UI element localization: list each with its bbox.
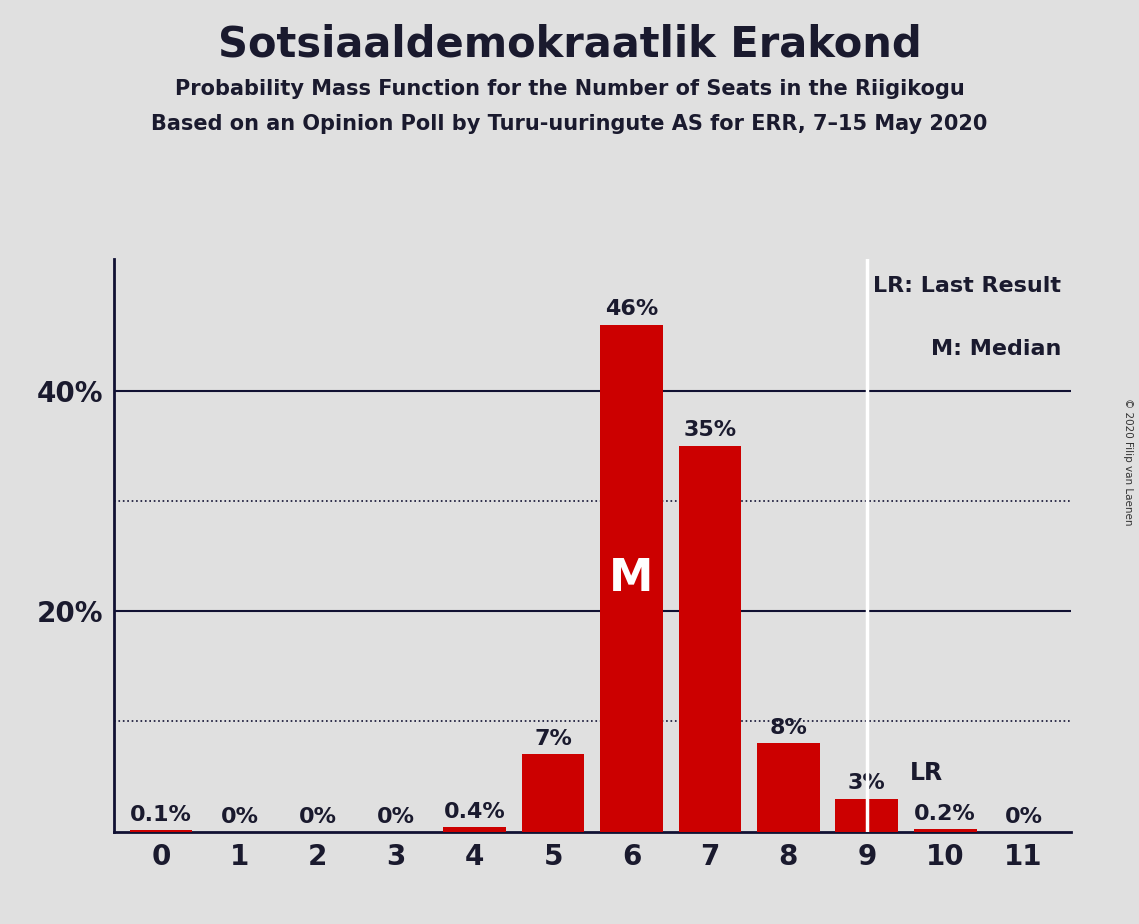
Bar bbox=[913, 830, 976, 832]
Text: 0%: 0% bbox=[298, 808, 337, 827]
Bar bbox=[835, 798, 899, 832]
Text: LR: Last Result: LR: Last Result bbox=[874, 276, 1062, 296]
Bar bbox=[600, 325, 663, 832]
Text: 0%: 0% bbox=[1005, 808, 1042, 827]
Text: © 2020 Filip van Laenen: © 2020 Filip van Laenen bbox=[1123, 398, 1133, 526]
Text: 3%: 3% bbox=[847, 773, 886, 793]
Text: 8%: 8% bbox=[770, 718, 808, 738]
Text: 0%: 0% bbox=[220, 808, 259, 827]
Bar bbox=[443, 827, 506, 832]
Text: Probability Mass Function for the Number of Seats in the Riigikogu: Probability Mass Function for the Number… bbox=[174, 79, 965, 99]
Text: 46%: 46% bbox=[605, 299, 658, 320]
Bar bbox=[757, 744, 820, 832]
Text: 0.1%: 0.1% bbox=[130, 805, 191, 825]
Bar bbox=[679, 446, 741, 832]
Text: Sotsiaaldemokraatlik Erakond: Sotsiaaldemokraatlik Erakond bbox=[218, 23, 921, 65]
Text: M: Median: M: Median bbox=[931, 339, 1062, 359]
Text: 0.4%: 0.4% bbox=[444, 802, 506, 821]
Text: 0%: 0% bbox=[377, 808, 416, 827]
Text: 7%: 7% bbox=[534, 729, 572, 749]
Text: 35%: 35% bbox=[683, 420, 737, 441]
Bar bbox=[522, 755, 584, 832]
Text: LR: LR bbox=[910, 761, 943, 785]
Text: Based on an Opinion Poll by Turu-uuringute AS for ERR, 7–15 May 2020: Based on an Opinion Poll by Turu-uuringu… bbox=[151, 114, 988, 134]
Bar bbox=[130, 831, 192, 832]
Text: 0.2%: 0.2% bbox=[915, 804, 976, 824]
Text: M: M bbox=[609, 557, 654, 600]
